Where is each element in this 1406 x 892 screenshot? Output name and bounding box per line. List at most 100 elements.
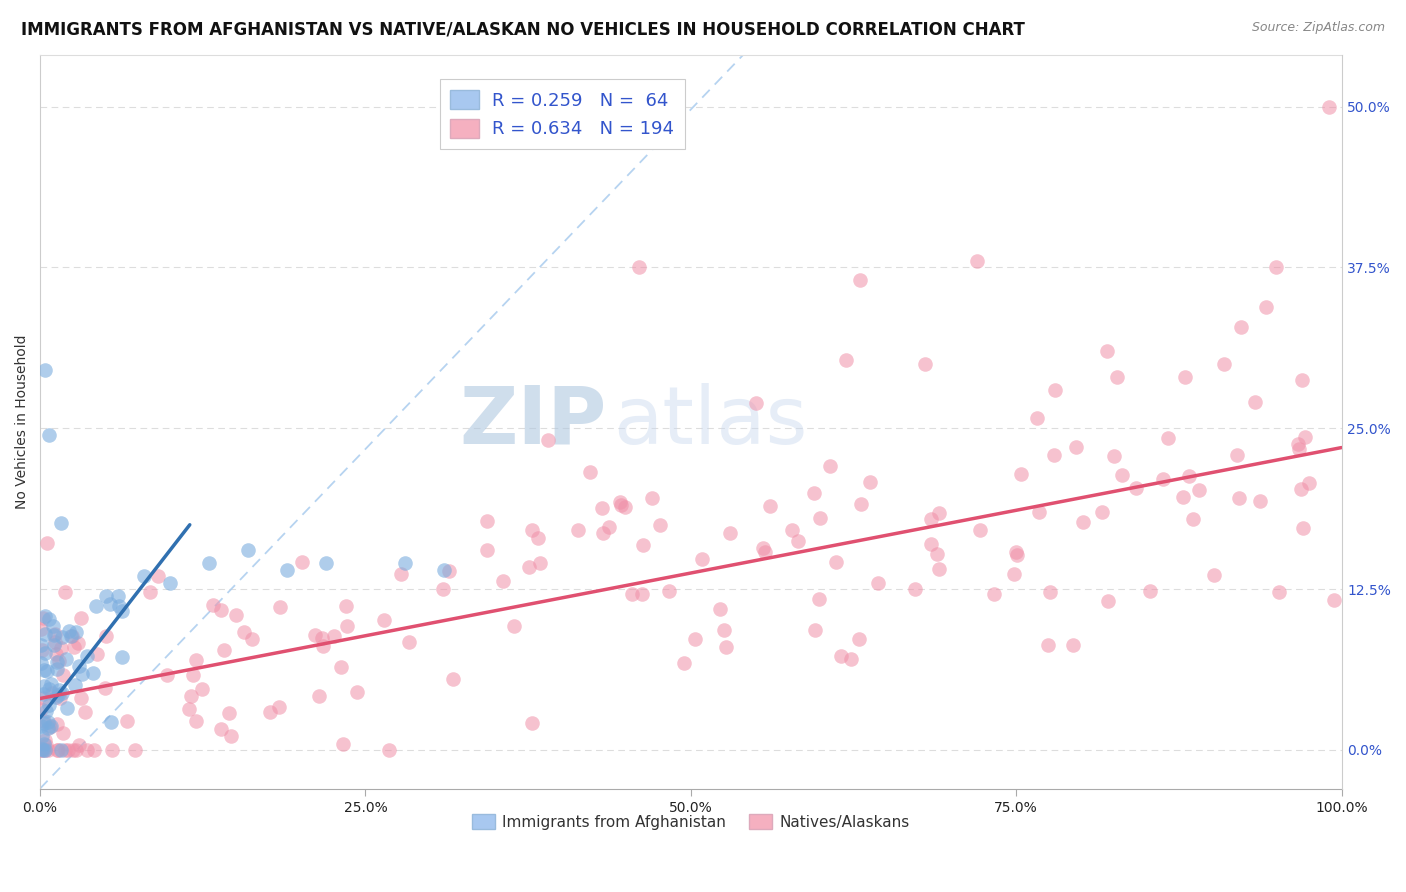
Point <box>578 466 600 480</box>
Point <box>830 648 852 663</box>
Point <box>45 647 67 661</box>
Point <box>202 598 225 612</box>
Point <box>209 603 232 617</box>
Point <box>209 722 232 736</box>
Point <box>432 582 454 596</box>
Point <box>389 566 412 581</box>
Point <box>818 458 841 473</box>
Point <box>34 743 56 757</box>
Point <box>55 652 77 666</box>
Point <box>37 722 59 736</box>
Point <box>259 705 281 719</box>
Point <box>214 642 236 657</box>
Point <box>100 714 122 729</box>
Point <box>37 536 59 550</box>
Point <box>1298 476 1320 491</box>
Point <box>808 511 831 525</box>
Point <box>35 704 58 718</box>
Point <box>180 689 202 703</box>
Text: atlas: atlas <box>613 383 807 461</box>
Point <box>34 646 56 660</box>
Point <box>851 497 873 511</box>
Point <box>849 273 872 287</box>
Point <box>46 655 69 669</box>
Point <box>49 691 72 706</box>
Point <box>650 518 672 533</box>
Point <box>177 702 200 716</box>
Point <box>745 395 768 409</box>
Point <box>76 743 98 757</box>
Point <box>31 743 53 757</box>
Point <box>276 563 298 577</box>
Point <box>803 623 825 637</box>
Point <box>1174 369 1197 384</box>
Point <box>692 551 714 566</box>
Point <box>718 526 741 541</box>
Point <box>308 689 330 703</box>
Point <box>44 634 66 648</box>
Point <box>1036 638 1059 652</box>
Point <box>1038 585 1060 599</box>
Point <box>1182 512 1205 526</box>
Point <box>437 564 460 578</box>
Point <box>34 608 56 623</box>
Point <box>45 690 67 704</box>
Point <box>1317 100 1340 114</box>
Point <box>592 525 614 540</box>
Point <box>1178 469 1201 483</box>
Point <box>56 700 79 714</box>
Point <box>591 500 613 515</box>
Point <box>1256 300 1278 314</box>
Point <box>520 523 543 537</box>
Point <box>58 743 80 757</box>
Point <box>377 743 399 757</box>
Point <box>31 690 53 705</box>
Point <box>1062 638 1084 652</box>
Point <box>1286 437 1309 451</box>
Point <box>198 557 221 571</box>
Point <box>519 560 541 574</box>
Point <box>238 543 260 558</box>
Point <box>969 524 991 538</box>
Point <box>567 523 589 537</box>
Point <box>38 612 60 626</box>
Point <box>191 681 214 696</box>
Point <box>75 706 97 720</box>
Point <box>51 686 73 700</box>
Point <box>30 743 52 757</box>
Point <box>46 689 69 703</box>
Point <box>32 737 55 751</box>
Point <box>641 491 664 505</box>
Point <box>111 604 134 618</box>
Point <box>1323 593 1346 607</box>
Point <box>848 632 870 647</box>
Point <box>610 499 633 513</box>
Point <box>672 656 695 670</box>
Point <box>98 597 121 611</box>
Y-axis label: No Vehicles in Household: No Vehicles in Household <box>15 334 30 509</box>
Point <box>39 718 62 732</box>
Point <box>475 514 498 528</box>
Point <box>914 357 936 371</box>
Point <box>159 575 181 590</box>
Point <box>1213 357 1236 371</box>
Point <box>67 658 90 673</box>
Point <box>38 682 60 697</box>
Point <box>714 640 737 655</box>
Point <box>51 630 73 644</box>
Point <box>31 643 53 657</box>
Point <box>30 719 52 733</box>
Point <box>242 632 264 647</box>
Point <box>803 485 825 500</box>
Point <box>30 622 52 636</box>
Point <box>42 639 65 653</box>
Point <box>758 499 780 513</box>
Point <box>1064 440 1087 454</box>
Point <box>1291 373 1313 387</box>
Point <box>111 649 134 664</box>
Point <box>124 743 146 757</box>
Point <box>1171 490 1194 504</box>
Point <box>904 582 927 596</box>
Point <box>658 584 681 599</box>
Point <box>1202 568 1225 582</box>
